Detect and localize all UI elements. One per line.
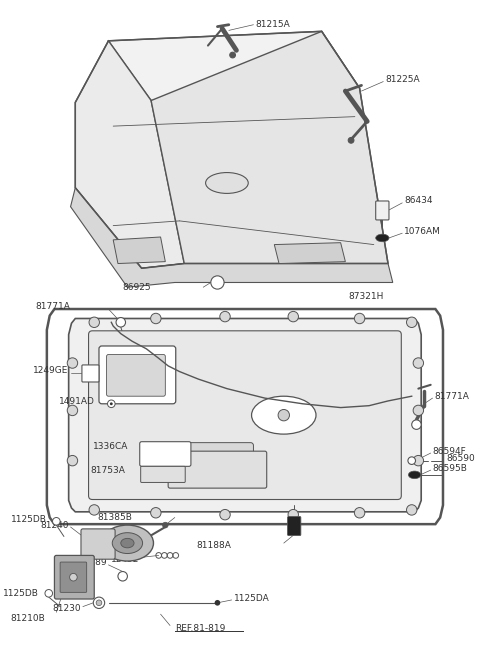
Circle shape (288, 311, 299, 322)
Text: 81753A: 81753A (91, 466, 125, 475)
FancyBboxPatch shape (107, 354, 165, 396)
Circle shape (52, 517, 60, 525)
Circle shape (108, 400, 115, 407)
Circle shape (412, 420, 421, 430)
Text: 81385B: 81385B (97, 513, 132, 522)
Polygon shape (113, 237, 165, 263)
Ellipse shape (205, 172, 248, 193)
Circle shape (211, 276, 224, 289)
Circle shape (119, 320, 123, 325)
Circle shape (354, 508, 365, 518)
Circle shape (116, 318, 125, 327)
Polygon shape (151, 31, 388, 263)
Circle shape (278, 409, 289, 421)
Polygon shape (69, 318, 421, 512)
Ellipse shape (112, 533, 143, 553)
Circle shape (354, 313, 365, 324)
Text: 86595B: 86595B (432, 464, 468, 473)
Text: 1125DA: 1125DA (234, 593, 269, 603)
Text: 1336CA: 1336CA (93, 442, 128, 451)
Text: 81289: 81289 (78, 559, 107, 567)
Circle shape (162, 522, 168, 528)
Text: 87321H: 87321H (348, 292, 384, 301)
Circle shape (288, 510, 299, 520)
FancyBboxPatch shape (140, 441, 191, 466)
Circle shape (89, 317, 99, 328)
Circle shape (413, 405, 423, 416)
FancyBboxPatch shape (88, 331, 401, 500)
Circle shape (54, 519, 58, 523)
Circle shape (118, 572, 127, 581)
Polygon shape (71, 188, 393, 288)
Text: 86594F: 86594F (432, 447, 466, 456)
FancyBboxPatch shape (99, 346, 176, 403)
Ellipse shape (121, 538, 134, 548)
Circle shape (413, 455, 423, 466)
FancyBboxPatch shape (81, 529, 115, 559)
FancyBboxPatch shape (168, 451, 267, 488)
Text: 81215A: 81215A (255, 20, 290, 29)
FancyBboxPatch shape (54, 555, 94, 599)
Ellipse shape (408, 471, 420, 479)
Circle shape (67, 455, 78, 466)
FancyBboxPatch shape (60, 562, 87, 592)
Text: 81230: 81230 (52, 604, 81, 613)
FancyBboxPatch shape (162, 443, 253, 466)
Text: 81188A: 81188A (197, 542, 232, 550)
FancyBboxPatch shape (82, 365, 99, 382)
Circle shape (407, 505, 417, 515)
Text: 86434: 86434 (404, 196, 432, 206)
Ellipse shape (252, 396, 316, 434)
Text: 81240: 81240 (40, 521, 69, 530)
Text: 81771A: 81771A (434, 392, 469, 401)
Text: 1491AD: 1491AD (60, 398, 95, 406)
Circle shape (89, 505, 99, 515)
FancyBboxPatch shape (141, 466, 185, 483)
Ellipse shape (376, 234, 389, 242)
Circle shape (230, 52, 236, 58)
Circle shape (47, 591, 51, 595)
FancyBboxPatch shape (376, 201, 389, 220)
Text: 81210B: 81210B (10, 614, 45, 624)
Text: 1076AM: 1076AM (404, 227, 441, 236)
Circle shape (413, 358, 423, 368)
Circle shape (67, 405, 78, 416)
Circle shape (220, 311, 230, 322)
Text: REF.81-819: REF.81-819 (175, 624, 225, 633)
Text: 12492: 12492 (111, 555, 140, 564)
Text: 1249GE: 1249GE (33, 366, 69, 375)
Polygon shape (108, 31, 360, 100)
Circle shape (414, 422, 419, 427)
Polygon shape (75, 41, 184, 269)
Circle shape (215, 600, 220, 606)
Text: 81771A: 81771A (36, 302, 71, 310)
Circle shape (110, 402, 113, 405)
Text: 1125DB: 1125DB (3, 589, 39, 598)
Circle shape (408, 457, 416, 464)
Circle shape (407, 317, 417, 328)
Circle shape (93, 597, 105, 608)
Ellipse shape (101, 525, 154, 561)
Circle shape (45, 590, 52, 597)
Text: 81750A: 81750A (175, 463, 210, 472)
Text: 86590: 86590 (447, 455, 476, 463)
Text: 81225A: 81225A (385, 75, 420, 84)
FancyBboxPatch shape (288, 517, 301, 536)
Circle shape (96, 600, 102, 606)
Circle shape (151, 313, 161, 324)
Text: 86925: 86925 (122, 283, 151, 291)
Polygon shape (274, 243, 346, 263)
Circle shape (70, 573, 77, 581)
Circle shape (151, 508, 161, 518)
Circle shape (220, 510, 230, 520)
Circle shape (348, 138, 354, 143)
Circle shape (67, 358, 78, 368)
Text: 1125DB: 1125DB (11, 515, 47, 524)
Circle shape (121, 574, 125, 578)
